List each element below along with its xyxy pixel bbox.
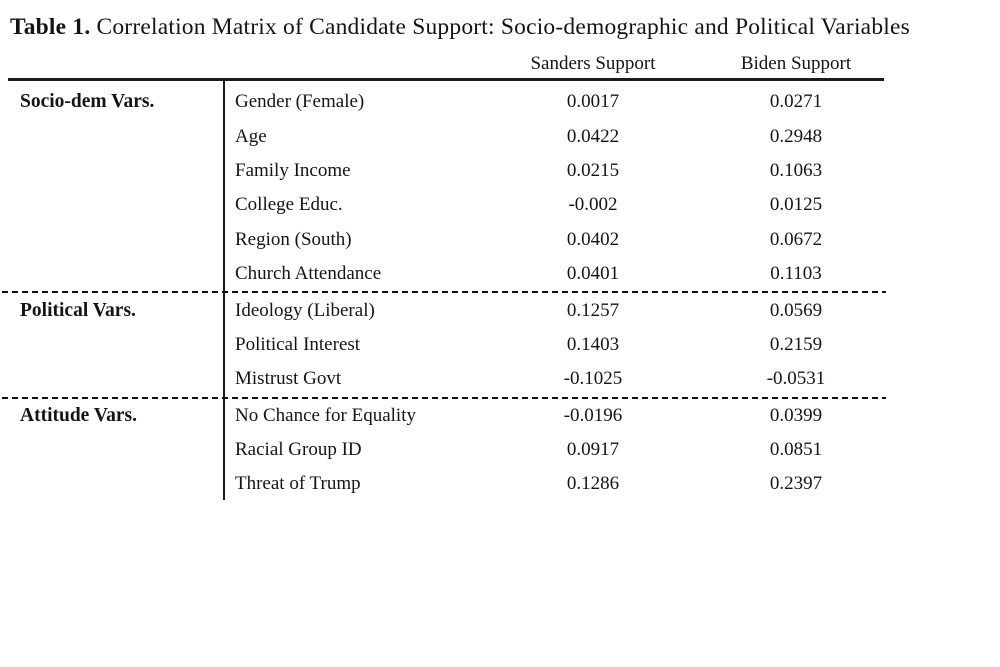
table-row: Political Vars. Ideology (Liberal) 0.125… bbox=[8, 293, 884, 327]
sanders-value: -0.1025 bbox=[563, 368, 623, 390]
sanders-value: 0.1257 bbox=[566, 299, 620, 321]
sanders-value: 0.0215 bbox=[566, 159, 620, 181]
table-row: College Educ. -0.002 0.0125 bbox=[8, 188, 884, 222]
variable-label: Region (South) bbox=[235, 228, 352, 250]
table-row: Region (South) 0.0402 0.0672 bbox=[8, 223, 884, 257]
header-rule bbox=[8, 78, 884, 81]
sanders-value: -0.002 bbox=[568, 194, 618, 216]
col-header-sanders: Sanders Support bbox=[530, 53, 656, 74]
biden-value: 0.2159 bbox=[769, 333, 823, 355]
table-row: Church Attendance 0.0401 0.1103 bbox=[8, 257, 884, 291]
table-row: Mistrust Govt -0.1025 -0.0531 bbox=[8, 362, 884, 396]
biden-value: 0.0125 bbox=[769, 194, 823, 216]
variable-label: Mistrust Govt bbox=[235, 368, 342, 390]
section-attitude: Attitude Vars. No Chance for Equality -0… bbox=[8, 399, 884, 502]
sanders-value: 0.1286 bbox=[566, 473, 620, 495]
correlation-table: Sanders Support Biden Support Socio-dem … bbox=[2, 50, 886, 502]
variable-label: Racial Group ID bbox=[235, 439, 362, 461]
table-row: Threat of Trump 0.1286 0.2397 bbox=[8, 467, 884, 501]
table-number: Table 1. bbox=[10, 14, 91, 40]
biden-value: 0.0271 bbox=[769, 91, 823, 113]
column-divider-line bbox=[223, 81, 225, 500]
sanders-value: 0.1403 bbox=[566, 333, 620, 355]
group-label: Attitude Vars. bbox=[20, 404, 138, 426]
sanders-value: 0.0401 bbox=[566, 263, 620, 285]
table-row: Racial Group ID 0.0917 0.0851 bbox=[8, 433, 884, 467]
table-row: Attitude Vars. No Chance for Equality -0… bbox=[8, 399, 884, 433]
variable-label: No Chance for Equality bbox=[235, 404, 416, 426]
biden-value: 0.2948 bbox=[769, 125, 823, 147]
variable-label: Church Attendance bbox=[235, 263, 382, 285]
table-row: Family Income 0.0215 0.1063 bbox=[8, 154, 884, 188]
variable-label: Political Interest bbox=[235, 333, 361, 355]
table-body: Socio-dem Vars. Gender (Female) 0.0017 0… bbox=[2, 81, 886, 502]
table-row: Political Interest 0.1403 0.2159 bbox=[8, 328, 884, 362]
biden-value: -0.0531 bbox=[766, 368, 826, 390]
sanders-value: 0.0017 bbox=[566, 91, 620, 113]
table-title-text: Correlation Matrix of Candidate Support:… bbox=[96, 14, 910, 40]
biden-value: 0.0399 bbox=[769, 404, 823, 426]
sanders-value: 0.0917 bbox=[566, 439, 620, 461]
biden-value: 0.1103 bbox=[770, 263, 822, 285]
sanders-value: 0.0402 bbox=[566, 228, 620, 250]
variable-label: Ideology (Liberal) bbox=[235, 299, 375, 321]
variable-label: College Educ. bbox=[235, 194, 343, 216]
variable-label: Age bbox=[235, 125, 267, 147]
variable-label: Threat of Trump bbox=[235, 473, 361, 495]
section-divider-dashed bbox=[2, 291, 886, 294]
section-socio-dem: Socio-dem Vars. Gender (Female) 0.0017 0… bbox=[8, 85, 884, 291]
table-row: Age 0.0422 0.2948 bbox=[8, 119, 884, 153]
variable-label: Gender (Female) bbox=[235, 91, 365, 113]
variable-label: Family Income bbox=[235, 159, 351, 181]
section-divider-dashed bbox=[2, 396, 886, 399]
group-label: Socio-dem Vars. bbox=[20, 91, 155, 113]
table-row: Socio-dem Vars. Gender (Female) 0.0017 0… bbox=[8, 85, 884, 119]
sanders-value: 0.0422 bbox=[566, 125, 620, 147]
biden-value: 0.1063 bbox=[769, 159, 823, 181]
section-political: Political Vars. Ideology (Liberal) 0.125… bbox=[8, 293, 884, 396]
table-title: Table 1. Correlation Matrix of Candidate… bbox=[10, 14, 910, 41]
group-label: Political Vars. bbox=[20, 299, 136, 321]
biden-value: 0.0672 bbox=[769, 228, 823, 250]
header-row: Sanders Support Biden Support bbox=[8, 50, 884, 78]
biden-value: 0.2397 bbox=[769, 473, 823, 495]
biden-value: 0.0851 bbox=[769, 439, 823, 461]
col-header-biden: Biden Support bbox=[740, 53, 852, 74]
biden-value: 0.0569 bbox=[769, 299, 823, 321]
sanders-value: -0.0196 bbox=[563, 404, 623, 426]
